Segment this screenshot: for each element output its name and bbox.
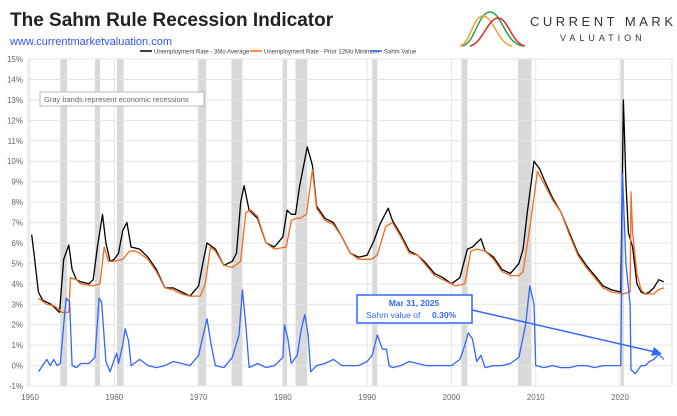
x-tick-label: 1980: [274, 393, 292, 402]
y-tick-label: 1%: [11, 341, 23, 350]
y-tick-label: 15%: [7, 55, 23, 64]
series-line-prior-12mo-min: [38, 168, 665, 314]
y-tick-label: 13%: [7, 96, 23, 105]
y-tick-label: 4%: [11, 280, 23, 289]
annotation-date: Mar 31, 2025: [389, 298, 440, 308]
site-url[interactable]: www.currentmarketvaluation.com: [9, 36, 172, 48]
logo: CURRENT MARKET VALUATION: [459, 11, 677, 47]
x-tick-label: 2000: [443, 393, 461, 402]
legend-label: Unemployment Rate - 3Mo Average: [154, 50, 250, 56]
series-line-sahm-value: [37, 172, 665, 375]
logo-line2: VALUATION: [560, 33, 646, 43]
y-tick-label: 3%: [11, 300, 23, 309]
annotation-value: 0.30%: [432, 310, 457, 320]
x-tick-label: 1970: [190, 393, 208, 402]
annotation-arrow: [471, 309, 656, 353]
recession-note: Gray bands represent economic recessions: [39, 91, 205, 107]
x-tick-label: 2020: [611, 393, 629, 402]
y-tick-label: -1%: [9, 382, 23, 391]
y-tick-label: 9%: [11, 178, 23, 187]
legend-label: Sahm Value: [384, 50, 417, 56]
x-tick-label: 1990: [358, 393, 376, 402]
y-tick-label: 10%: [7, 157, 23, 166]
chart-title: The Sahm Rule Recession Indicator: [10, 10, 334, 31]
y-tick-label: 5%: [11, 259, 23, 268]
y-tick-label: 6%: [11, 239, 23, 248]
recession-note-text: Gray bands represent economic recessions: [44, 95, 189, 104]
y-tick-label: 7%: [11, 219, 23, 228]
annotation-label: Sahm value of: [366, 310, 421, 320]
x-tick-label: 1960: [105, 393, 123, 402]
arrow-head-icon: [651, 347, 662, 356]
y-tick-label: 2%: [11, 321, 23, 330]
plot-area: -1% 0% 1% 2% 3% 4% 5% 6% 7% 8% 9% 10% 11% 12% 13% 14% 15…: [7, 55, 673, 402]
x-tick-label: 2010: [527, 393, 545, 402]
annotation: Mar 31, 2025 Sahm value of 0.30%: [356, 294, 662, 356]
logo-line1: CURRENT MARKET: [530, 14, 677, 29]
y-tick-label: 0%: [11, 362, 23, 371]
y-tick-label: 12%: [7, 116, 23, 125]
y-tick-label: 11%: [8, 137, 23, 146]
legend-label: Unemployment Rate - Prior 12Mo Minimum: [264, 50, 379, 56]
x-tick-label: 1950: [21, 393, 39, 402]
y-tick-label: 14%: [7, 75, 23, 84]
y-tick-label: 8%: [11, 198, 23, 207]
legend: Unemployment Rate - 3Mo Average Unemploym…: [140, 50, 417, 56]
